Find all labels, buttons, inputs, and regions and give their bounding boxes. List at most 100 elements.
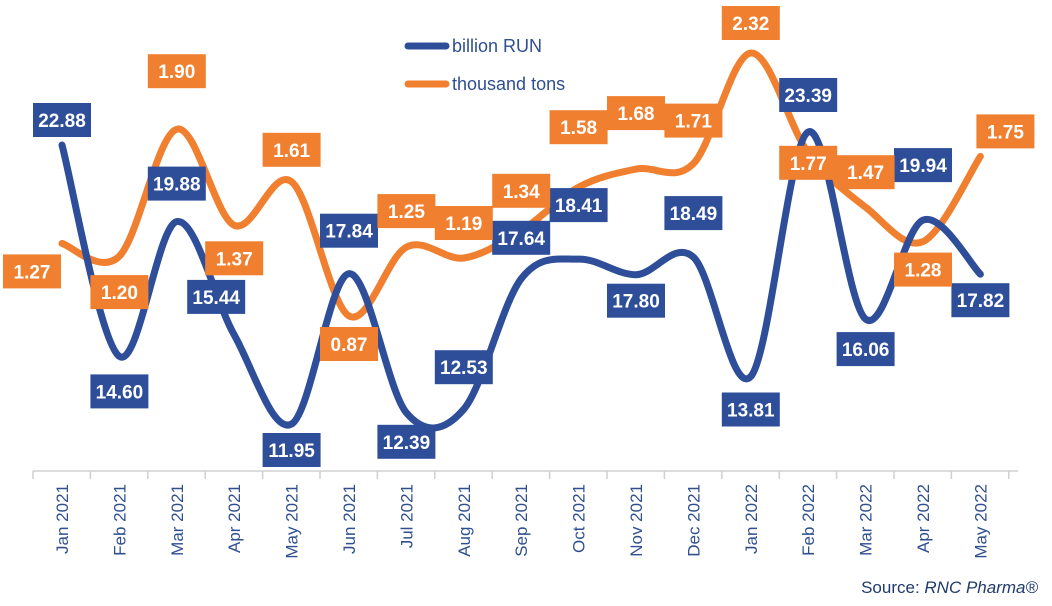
- data-label-box: [664, 103, 723, 138]
- data-label-billion-run: 17.64: [492, 220, 551, 255]
- legend: billion RUN thousand tons: [404, 36, 565, 94]
- data-label-text: 22.88: [38, 111, 86, 132]
- data-label-billion-run: 16.06: [836, 332, 895, 367]
- data-label-text: 1.47: [847, 163, 884, 184]
- data-label-box: [434, 206, 493, 240]
- x-tick-label: Dec 2021: [684, 484, 703, 557]
- data-label-billion-run: 11.95: [262, 433, 321, 467]
- data-label-billion-run: 18.41: [549, 188, 608, 223]
- x-tick-label: Jun 2021: [340, 484, 359, 554]
- x-tick-label: Nov 2021: [627, 484, 646, 557]
- data-label-text: 1.90: [158, 62, 195, 83]
- data-label-text: 1.68: [618, 104, 655, 125]
- data-labels: 22.88 14.60 19.88 15.44 11.95 17.84 12.39 12.53…: [3, 6, 1035, 467]
- data-label-thousand-tons: 1.75: [976, 114, 1035, 149]
- x-tick-label: Apr 2022: [914, 484, 933, 553]
- data-label-text: 1.71: [675, 112, 712, 133]
- data-label-billion-run: 17.84: [320, 213, 378, 248]
- x-tick-label: Aug 2021: [455, 484, 474, 557]
- x-tick-label: Feb 2021: [110, 484, 129, 556]
- x-tick-label: Apr 2021: [225, 484, 244, 553]
- data-label-text: 1.61: [273, 141, 310, 162]
- data-label-billion-run: 18.49: [664, 196, 723, 231]
- source-brand: RNC Pharma®: [924, 578, 1038, 597]
- data-label-thousand-tons: 1.19: [434, 206, 493, 240]
- x-tick-label: Jan 2022: [742, 484, 761, 554]
- data-label-box: [836, 332, 895, 367]
- data-label-box: [262, 433, 321, 467]
- data-label-box: [779, 78, 838, 112]
- data-label-thousand-tons: 0.87: [320, 327, 378, 361]
- data-label-thousand-tons: 1.37: [205, 241, 264, 276]
- data-label-box: [320, 327, 378, 361]
- data-label-text: 1.25: [388, 202, 425, 223]
- data-label-thousand-tons: 1.34: [492, 173, 551, 208]
- data-label-box: [894, 252, 952, 287]
- data-label-thousand-tons: 1.28: [894, 252, 952, 287]
- x-tick-label: Mar 2022: [857, 484, 876, 556]
- data-label-text: 1.77: [790, 154, 827, 175]
- data-label-thousand-tons: 2.32: [721, 6, 780, 40]
- data-label-box: [779, 145, 838, 180]
- data-label-box: [836, 155, 895, 190]
- data-label-box: [721, 6, 780, 40]
- data-label-text: 17.64: [497, 229, 545, 250]
- data-label-text: 2.32: [732, 14, 769, 35]
- data-label-box: [549, 110, 608, 145]
- data-label-thousand-tons: 1.90: [147, 54, 206, 89]
- data-label-billion-run: 14.60: [90, 374, 149, 409]
- data-label-text: 23.39: [784, 86, 832, 107]
- data-label-box: [377, 194, 436, 229]
- data-label-text: 19.94: [899, 156, 947, 177]
- data-label-thousand-tons: 1.20: [90, 275, 149, 310]
- data-label-text: 18.41: [555, 196, 603, 217]
- x-tick-label: Jul 2021: [397, 484, 416, 548]
- data-label-thousand-tons: 1.61: [262, 132, 321, 167]
- data-label-box: [90, 374, 149, 409]
- data-label-text: 0.87: [331, 335, 368, 356]
- data-label-billion-run: 22.88: [33, 103, 91, 137]
- x-tick-label: May 2021: [283, 484, 302, 559]
- data-label-billion-run: 23.39: [779, 78, 838, 112]
- data-label-box: [492, 173, 551, 208]
- data-label-text: 1.28: [905, 261, 942, 282]
- data-label-text: 1.75: [987, 122, 1024, 143]
- data-label-text: 12.53: [440, 358, 488, 379]
- data-label-text: 1.19: [445, 214, 482, 235]
- data-label-box: [607, 283, 665, 318]
- source-note: Source: RNC Pharma®: [861, 578, 1038, 598]
- data-label-text: 15.44: [192, 288, 240, 309]
- data-label-thousand-tons: 1.71: [664, 103, 723, 138]
- data-label-box: [3, 254, 61, 289]
- source-prefix: Source:: [861, 578, 925, 597]
- x-tick-label: Oct 2021: [570, 484, 589, 553]
- data-label-text: 17.84: [325, 222, 373, 243]
- data-label-billion-run: 12.53: [434, 350, 493, 385]
- data-label-text: 14.60: [96, 382, 144, 403]
- data-label-text: 13.81: [727, 401, 775, 422]
- data-label-box: [205, 241, 264, 276]
- data-label-box: [33, 103, 91, 137]
- x-tick-label: May 2022: [971, 484, 990, 559]
- data-label-box: [894, 148, 952, 183]
- data-label-box: [664, 196, 723, 231]
- data-label-billion-run: 13.81: [721, 392, 780, 427]
- data-label-box: [147, 54, 206, 89]
- data-label-text: 1.34: [503, 182, 540, 203]
- data-label-box: [262, 132, 321, 167]
- data-label-text: 1.37: [216, 249, 253, 270]
- legend-label: billion RUN: [452, 36, 542, 56]
- data-label-billion-run: 17.80: [607, 283, 665, 318]
- data-label-box: [549, 188, 608, 223]
- data-label-box: [721, 392, 780, 427]
- data-label-box: [951, 283, 1010, 318]
- data-label-thousand-tons: 1.27: [3, 254, 61, 289]
- data-label-thousand-tons: 1.77: [779, 145, 838, 180]
- data-label-box: [187, 279, 246, 314]
- data-label-text: 12.39: [383, 433, 431, 454]
- data-label-text: 1.20: [101, 283, 138, 304]
- data-label-box: [377, 424, 436, 459]
- data-label-text: 17.82: [957, 291, 1005, 312]
- data-label-billion-run: 17.82: [951, 283, 1010, 318]
